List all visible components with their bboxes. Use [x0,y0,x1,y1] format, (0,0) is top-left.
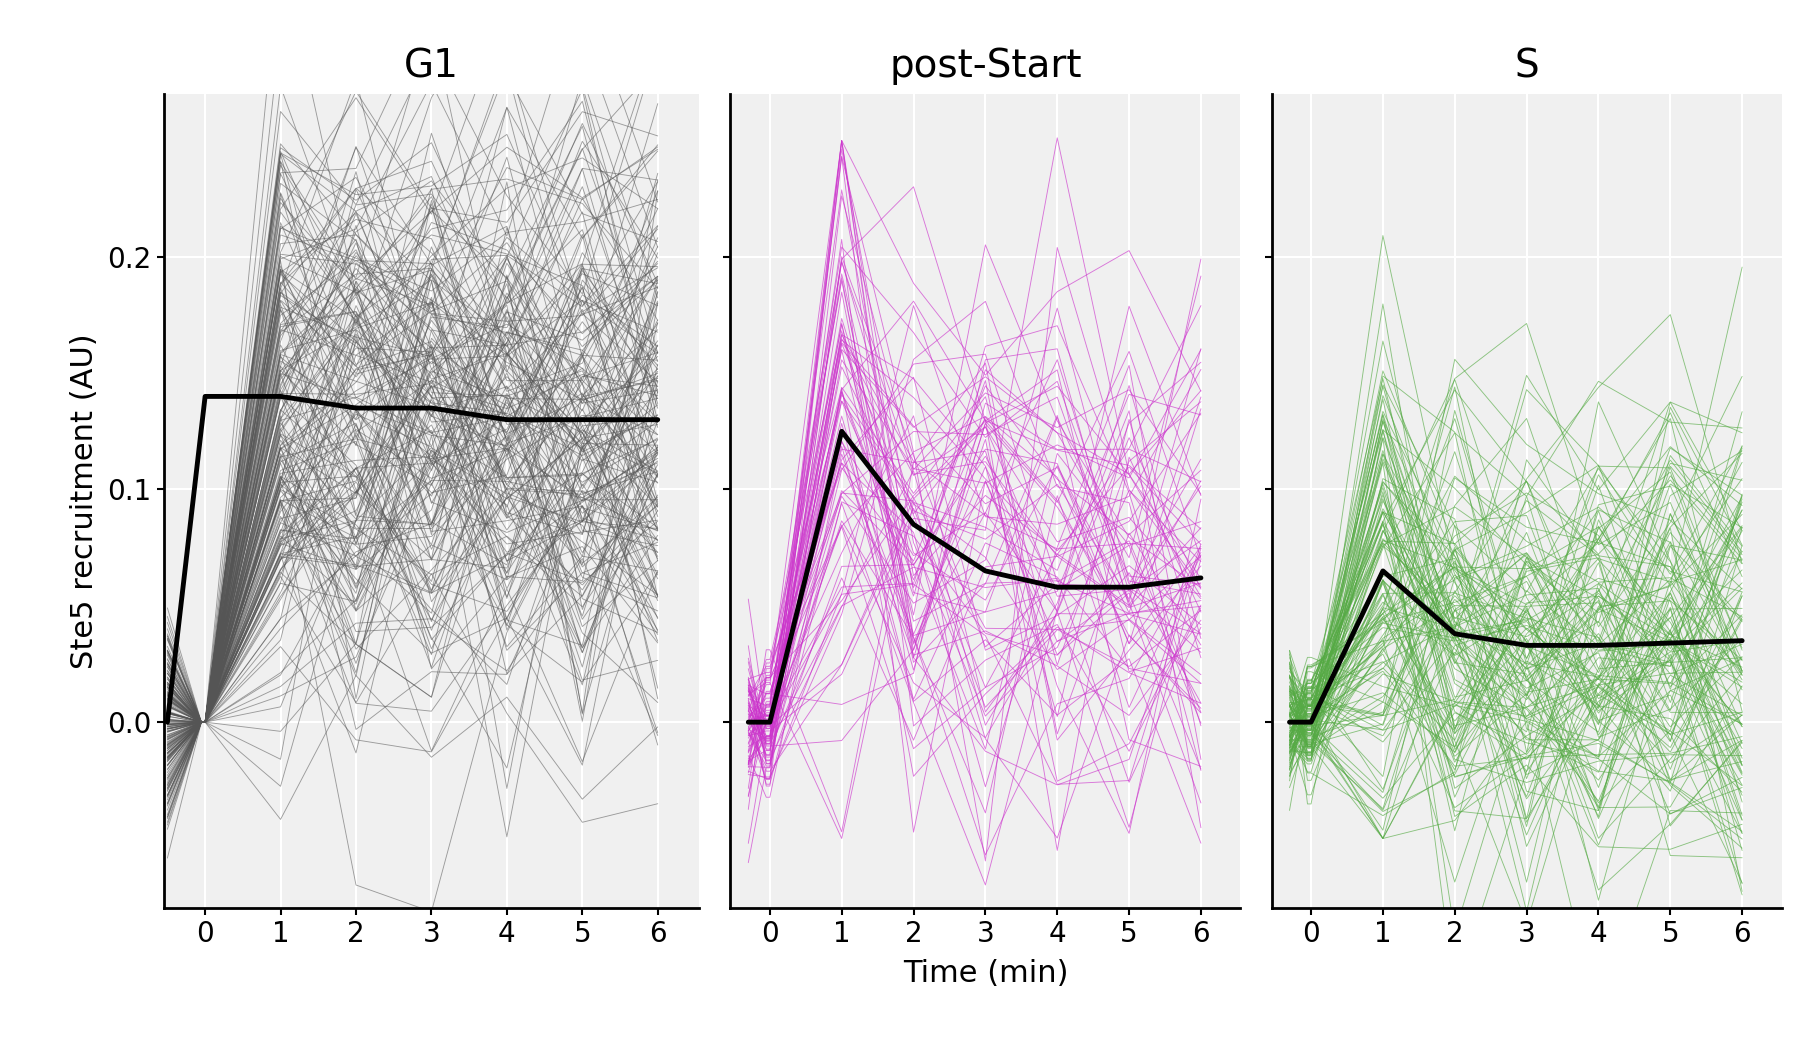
X-axis label: Time (min): Time (min) [902,959,1069,989]
Y-axis label: Ste5 recruitment (AU): Ste5 recruitment (AU) [71,333,100,669]
Title: post-Start: post-Start [889,47,1082,86]
Title: G1: G1 [404,47,458,86]
Title: S: S [1514,47,1538,86]
